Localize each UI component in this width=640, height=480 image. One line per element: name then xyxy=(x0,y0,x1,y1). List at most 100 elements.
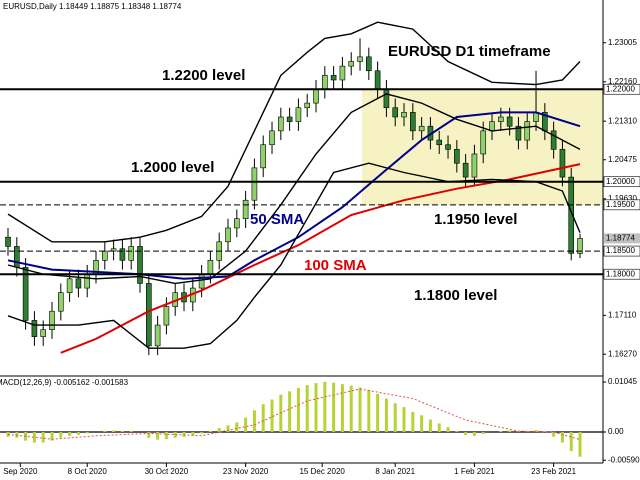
macd-bar xyxy=(376,393,380,433)
candle-body xyxy=(313,88,319,104)
candle-body xyxy=(383,88,390,109)
annotation: 1.2200 level xyxy=(162,67,245,84)
chart-title: EURUSD,Daily 1.18449 1.18875 1.18348 1.1… xyxy=(3,2,182,11)
annotation: 1.2000 level xyxy=(131,159,214,176)
macd-bar xyxy=(32,432,36,443)
macd-bar xyxy=(217,428,221,433)
candle-body xyxy=(58,292,64,312)
candle-body xyxy=(31,320,38,337)
macd-title: MACD(12,26,9) -0.005162 -0.001583 xyxy=(0,378,129,387)
x-tick-label: 15 Dec 2020 xyxy=(299,467,345,476)
x-tick-label: 8 Jan 2021 xyxy=(375,467,415,476)
macd-bar xyxy=(455,431,459,433)
macd-bar xyxy=(420,415,424,433)
candle-body xyxy=(454,149,460,164)
macd-bar xyxy=(261,404,265,433)
macd-bar xyxy=(472,432,476,436)
price-label: 1.18774 xyxy=(606,234,635,243)
macd-bar xyxy=(384,398,388,433)
macd-bar xyxy=(244,417,248,433)
candle-body xyxy=(251,167,258,201)
candle-body xyxy=(506,116,513,127)
macd-bar xyxy=(393,403,397,433)
macd-bar xyxy=(508,430,512,433)
candle-body xyxy=(401,112,407,118)
macd-bar xyxy=(578,432,582,457)
macd-bar xyxy=(358,387,362,433)
annotation: 1.1950 level xyxy=(434,211,517,228)
level-label-box xyxy=(603,176,640,188)
macd-bar xyxy=(552,432,556,437)
macd-bar xyxy=(296,387,300,433)
candle-body xyxy=(260,144,267,169)
candle-body xyxy=(304,102,311,109)
x-tick-label: 8 Oct 2020 xyxy=(68,467,108,476)
x-tick-label: 1 Feb 2021 xyxy=(454,467,495,476)
level-label-box xyxy=(603,268,640,280)
macd-bar xyxy=(191,432,195,436)
candle-body xyxy=(154,324,161,347)
macd-bar xyxy=(112,430,116,433)
macd-bar xyxy=(50,432,54,441)
y-tick-label: 1.16270 xyxy=(608,349,637,358)
candle-body xyxy=(163,306,170,326)
y-tick-label: 1.17110 xyxy=(608,310,637,319)
annotation: 1.1800 level xyxy=(414,287,497,304)
macd-bar xyxy=(288,391,292,433)
candle-body xyxy=(269,130,275,146)
macd-bar xyxy=(156,432,160,440)
level-label-box xyxy=(603,83,640,95)
macd-bar xyxy=(437,423,441,433)
macd-bar xyxy=(270,399,274,433)
candle-body xyxy=(128,246,135,261)
candle-body xyxy=(102,250,108,261)
candle-body xyxy=(577,238,583,254)
price-box xyxy=(604,233,640,244)
candle-body xyxy=(234,218,240,229)
candle-body xyxy=(278,116,284,132)
x-tick-label: Sep 2020 xyxy=(3,467,38,476)
macd-bar xyxy=(129,431,133,433)
candle-body xyxy=(348,61,355,67)
candle-body xyxy=(462,162,469,178)
macd-bar xyxy=(569,432,573,452)
candle-body xyxy=(498,116,504,122)
y-tick-label: 1.20475 xyxy=(608,155,637,164)
y-tick-label: 1.21310 xyxy=(608,116,637,125)
plot xyxy=(0,21,603,457)
candle-body xyxy=(295,107,302,122)
x-tick-label: 23 Nov 2020 xyxy=(223,467,269,476)
candle-body xyxy=(392,107,399,118)
macd-bar xyxy=(314,383,318,433)
candle-body xyxy=(480,130,487,155)
x-tick-label: 30 Oct 2020 xyxy=(145,467,189,476)
candle-body xyxy=(330,75,337,81)
macd-bar xyxy=(481,432,485,434)
level-label: 1.18500 xyxy=(606,246,635,255)
indicator-line xyxy=(7,111,581,280)
level-label: 1.19500 xyxy=(606,200,635,209)
macd-bar xyxy=(349,385,353,433)
candle-body xyxy=(436,139,443,146)
sma-label: 50 SMA xyxy=(250,211,304,228)
macd-bar xyxy=(120,431,124,433)
y-tick-label: 0.01045 xyxy=(608,377,637,386)
candle-body xyxy=(146,283,152,347)
macd-bar xyxy=(464,432,468,435)
x-tick-label: 23 Feb 2021 xyxy=(531,467,576,476)
candle-body xyxy=(418,125,425,132)
macd-bar xyxy=(446,427,450,433)
macd-bar xyxy=(76,432,80,435)
candle-body xyxy=(14,246,20,268)
level-label: 1.18000 xyxy=(606,269,635,278)
macd-bar xyxy=(59,432,63,438)
candle-body xyxy=(515,125,522,141)
macd-bar xyxy=(182,432,186,437)
annotation: EURUSD D1 timeframe xyxy=(388,43,551,60)
candle-body xyxy=(524,121,531,141)
y-tick-label: 1.23005 xyxy=(608,38,637,47)
indicator-line xyxy=(7,21,581,243)
candle-body xyxy=(49,310,55,330)
macd-bar xyxy=(235,422,239,433)
